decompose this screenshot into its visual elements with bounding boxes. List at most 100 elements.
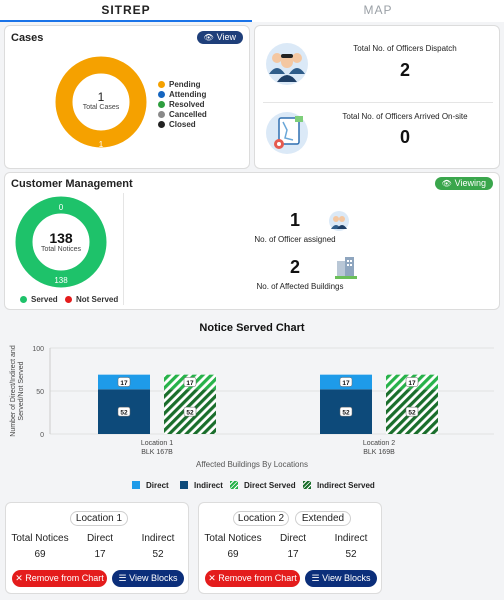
close-icon: ✕: [208, 573, 216, 583]
notices-total-value: 138: [49, 230, 73, 246]
officer-assigned-label: No. of Officer assigned: [254, 235, 336, 244]
notices-bottom-label: 138: [54, 276, 68, 285]
cancelled-dot: [158, 111, 165, 118]
bar-data-label: 17: [186, 380, 194, 387]
chart-xlabel: Affected Buildings By Locations: [196, 460, 308, 469]
stat-direct-value: 17: [287, 549, 299, 560]
indirect-swatch: [180, 481, 188, 489]
remove-from-chart-button[interactable]: ✕ Remove from Chart: [205, 570, 300, 587]
cases-title: Cases: [11, 32, 44, 44]
officers-divider: [263, 102, 493, 103]
direct-served-swatch: [230, 481, 238, 489]
notices-donut-center: 138 Total Notices: [13, 230, 109, 253]
legend-served: Served: [20, 295, 58, 304]
legend-direct-served-label: Direct Served: [244, 481, 296, 490]
legend-closed: Closed: [158, 120, 196, 129]
bar-data-label-bg: [405, 406, 419, 417]
closed-dot: [158, 121, 165, 128]
stat-indirect-label: Indirect: [334, 533, 368, 544]
cases-card: Cases 👁 View 1 Total Cases 1 Pending Atte…: [4, 25, 250, 169]
bar-data-label: 52: [408, 410, 416, 417]
bar-data-label: 17: [342, 380, 350, 387]
view-blocks-button[interactable]: ☰ View Blocks: [112, 570, 184, 587]
location-card-1: Location 1 Total Notices Direct Indirect…: [5, 502, 189, 594]
legend-attending: Attending: [158, 90, 206, 99]
stat-total-notices-label: Total Notices: [204, 533, 262, 544]
bar-data-label: 52: [120, 410, 128, 417]
legend-closed-label: Closed: [169, 120, 196, 129]
legend-resolved-label: Resolved: [169, 100, 205, 109]
remove-from-chart-label: Remove from Chart: [25, 573, 104, 583]
map-location-icon: [266, 112, 308, 154]
legend-served-label: Served: [31, 295, 58, 304]
bar-data-label-bg: [339, 377, 353, 387]
officers-dispatch-label: Total No. of Officers Dispatch: [353, 44, 457, 53]
location-chip[interactable]: Location 2: [233, 511, 289, 526]
remove-from-chart-button[interactable]: ✕ Remove from Chart: [12, 570, 107, 587]
tab-map[interactable]: MAP: [363, 3, 393, 17]
customer-viewing-button[interactable]: 👁 Viewing: [435, 177, 493, 190]
customer-viewing-label: Viewing: [454, 178, 486, 188]
legend-indirect: Indirect: [180, 481, 223, 490]
stat-indirect-label: Indirect: [141, 533, 175, 544]
bar-data-label-bg: [183, 406, 197, 417]
affected-buildings-label: No. of Affected Buildings: [256, 282, 344, 291]
notice-served-chart: 0 50 100 52 17 52 17 Location 1 BLK 167B 52 17 52 17…: [32, 346, 494, 456]
officers-card: Total No. of Officers Dispatch 2 Total N…: [254, 25, 500, 169]
stat-indirect-value: 52: [152, 549, 164, 560]
cases-view-button[interactable]: 👁 View: [197, 31, 243, 44]
location-chip[interactable]: Location 1: [70, 511, 128, 526]
view-blocks-label: View Blocks: [129, 573, 178, 583]
resolved-dot: [158, 101, 165, 108]
legend-resolved: Resolved: [158, 100, 205, 109]
x-tick-label: Location 1: [141, 440, 173, 447]
view-blocks-label: View Blocks: [322, 573, 371, 583]
officer-assigned-icon: [329, 211, 349, 231]
cases-total-value: 1: [97, 90, 105, 104]
bar-data-label-bg: [117, 377, 131, 387]
view-blocks-button[interactable]: ☰ View Blocks: [305, 570, 377, 587]
close-icon: ✕: [15, 573, 23, 583]
legend-direct: Direct: [132, 481, 169, 490]
stat-total-notices-value: 69: [227, 549, 239, 560]
legend-not-served-label: Not Served: [76, 295, 119, 304]
notices-donut: [15, 196, 107, 288]
notices-total-label: Total Notices: [40, 246, 82, 253]
legend-cancelled-label: Cancelled: [169, 110, 207, 119]
bar-data-label-bg: [117, 406, 131, 417]
location-card-2: Location 2 Extended Total Notices Direct…: [198, 502, 382, 594]
legend-indirect-label: Indirect: [194, 481, 223, 490]
customer-management-card: Customer Management 👁 Viewing 138 Total N…: [4, 172, 500, 310]
officers-arrived-value: 0: [399, 127, 410, 147]
eye-icon: 👁: [441, 179, 452, 188]
legend-direct-served: Direct Served: [230, 481, 296, 490]
y-tick-label: 100: [32, 346, 44, 353]
legend-cancelled: Cancelled: [158, 110, 244, 119]
officer-assigned-value: 1: [289, 210, 300, 230]
stat-indirect-value: 52: [345, 549, 357, 560]
bar-data-label: 17: [408, 380, 416, 387]
stat-direct-value: 17: [94, 549, 106, 560]
officers-dispatch-value: 2: [399, 60, 410, 80]
stat-direct-label: Direct: [279, 533, 307, 544]
customer-divider: [123, 193, 124, 305]
pending-dot: [158, 81, 165, 88]
list-icon: ☰: [311, 573, 320, 583]
list-icon: ☰: [118, 573, 127, 583]
legend-attending-label: Attending: [169, 90, 207, 99]
legend-pending: Pending: [158, 80, 201, 89]
officers-group-icon: [266, 43, 308, 85]
tab-sitrep[interactable]: SITREP: [0, 0, 252, 22]
eye-slash-icon: 👁: [203, 33, 214, 42]
cases-total-label: Total Cases: [82, 104, 120, 111]
legend-not-served: Not Served: [65, 295, 118, 304]
cases-donut-ring: [55, 56, 147, 148]
bar-data-label-bg: [405, 377, 419, 387]
affected-buildings-value: 2: [289, 257, 300, 277]
extended-chip[interactable]: Extended: [295, 511, 351, 526]
x-tick-label: Location 2: [363, 440, 395, 447]
bar-data-label: 52: [186, 410, 194, 417]
customer-management-title: Customer Management: [11, 178, 133, 190]
stat-total-notices-label: Total Notices: [11, 533, 69, 544]
bar-data-label: 17: [120, 380, 128, 387]
